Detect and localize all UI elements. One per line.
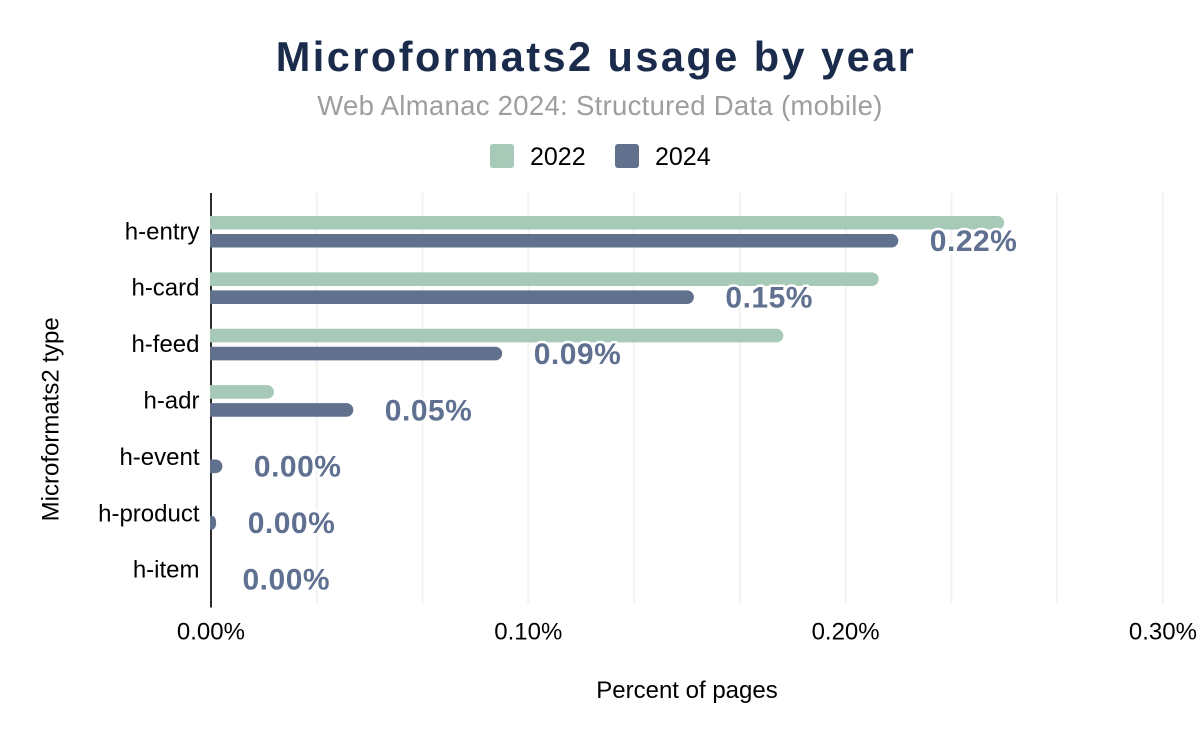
svg-text:Web Almanac 2024: Structured D: Web Almanac 2024: Structured Data (mobil… bbox=[317, 90, 882, 121]
svg-text:0.09%: 0.09% bbox=[534, 338, 622, 371]
svg-text:0.22%: 0.22% bbox=[930, 225, 1018, 258]
svg-text:h-product: h-product bbox=[98, 500, 200, 527]
svg-text:2022: 2022 bbox=[530, 143, 586, 171]
svg-text:0.05%: 0.05% bbox=[385, 394, 473, 427]
svg-text:Microformats2 usage by year: Microformats2 usage by year bbox=[276, 33, 916, 80]
svg-text:0.00%: 0.00% bbox=[177, 619, 245, 646]
svg-text:h-item: h-item bbox=[133, 557, 200, 584]
svg-text:h-event: h-event bbox=[119, 444, 199, 471]
svg-text:Microformats2 type: Microformats2 type bbox=[38, 317, 65, 521]
svg-text:0.00%: 0.00% bbox=[254, 451, 342, 484]
svg-text:0.20%: 0.20% bbox=[812, 619, 880, 646]
svg-text:h-feed: h-feed bbox=[131, 331, 199, 358]
svg-text:Percent of pages: Percent of pages bbox=[596, 677, 777, 704]
svg-text:0.00%: 0.00% bbox=[248, 507, 336, 540]
svg-text:0.30%: 0.30% bbox=[1129, 619, 1197, 646]
svg-text:2024: 2024 bbox=[655, 143, 711, 171]
svg-text:0.15%: 0.15% bbox=[725, 282, 813, 315]
svg-text:h-adr: h-adr bbox=[143, 387, 199, 414]
svg-text:0.00%: 0.00% bbox=[243, 564, 331, 597]
svg-text:h-entry: h-entry bbox=[125, 218, 200, 245]
svg-text:h-card: h-card bbox=[131, 275, 199, 302]
svg-text:0.10%: 0.10% bbox=[494, 619, 562, 646]
